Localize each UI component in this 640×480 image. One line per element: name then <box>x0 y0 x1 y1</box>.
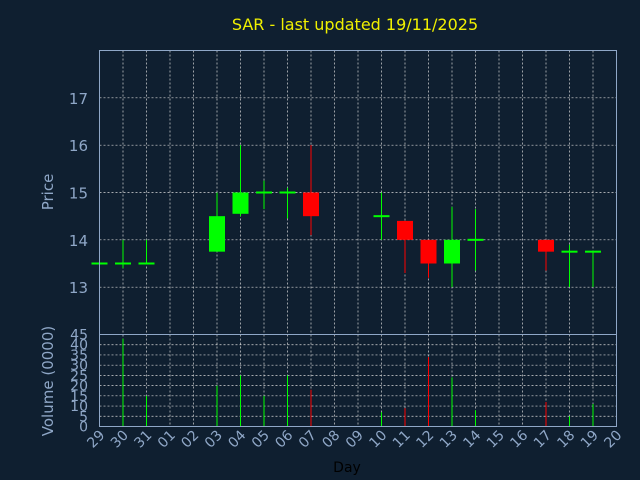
volume-tick-label: 35 <box>70 348 88 364</box>
volume-tick-label: 45 <box>70 328 88 344</box>
price-tick-label: 13 <box>69 279 88 297</box>
volume-tick-label: 5 <box>79 409 88 425</box>
candle-body <box>232 192 249 214</box>
candle-body <box>420 239 437 264</box>
candle-body <box>444 239 460 264</box>
price-axis-label: Price <box>39 174 57 211</box>
volume-tick-label: 10 <box>70 399 88 415</box>
candle-body <box>209 216 225 252</box>
volume-tick-label: 15 <box>70 389 88 405</box>
volume-axis-label: Volume (0000) <box>39 326 57 436</box>
x-axis-label: Day <box>333 460 361 476</box>
volume-tick-label: 25 <box>70 368 88 384</box>
price-tick-label: 15 <box>69 185 88 203</box>
candle-body <box>538 239 554 252</box>
price-ticks: 13 14 15 16 17 <box>69 90 88 297</box>
x-ticks: 29 30 31 01 02 03 04 05 06 07 08 09 10 11 12 13 14 15 16 17… <box>84 427 625 451</box>
candle-body <box>303 192 319 217</box>
volume-tick-label: 0 <box>79 420 88 436</box>
price-tick-label: 16 <box>69 137 88 155</box>
chart-title: SAR - last updated 19/11/2025 <box>232 15 478 34</box>
volume-panel-frame <box>99 334 617 427</box>
price-tick-label: 14 <box>69 232 88 250</box>
candle-body <box>397 220 413 240</box>
candles <box>91 145 601 288</box>
price-tick-label: 17 <box>69 90 88 108</box>
volume-tick-label: 30 <box>70 358 88 374</box>
volume-tick-label: 40 <box>70 338 88 354</box>
volume-tick-label: 20 <box>70 379 88 395</box>
volume-bars <box>122 338 594 427</box>
